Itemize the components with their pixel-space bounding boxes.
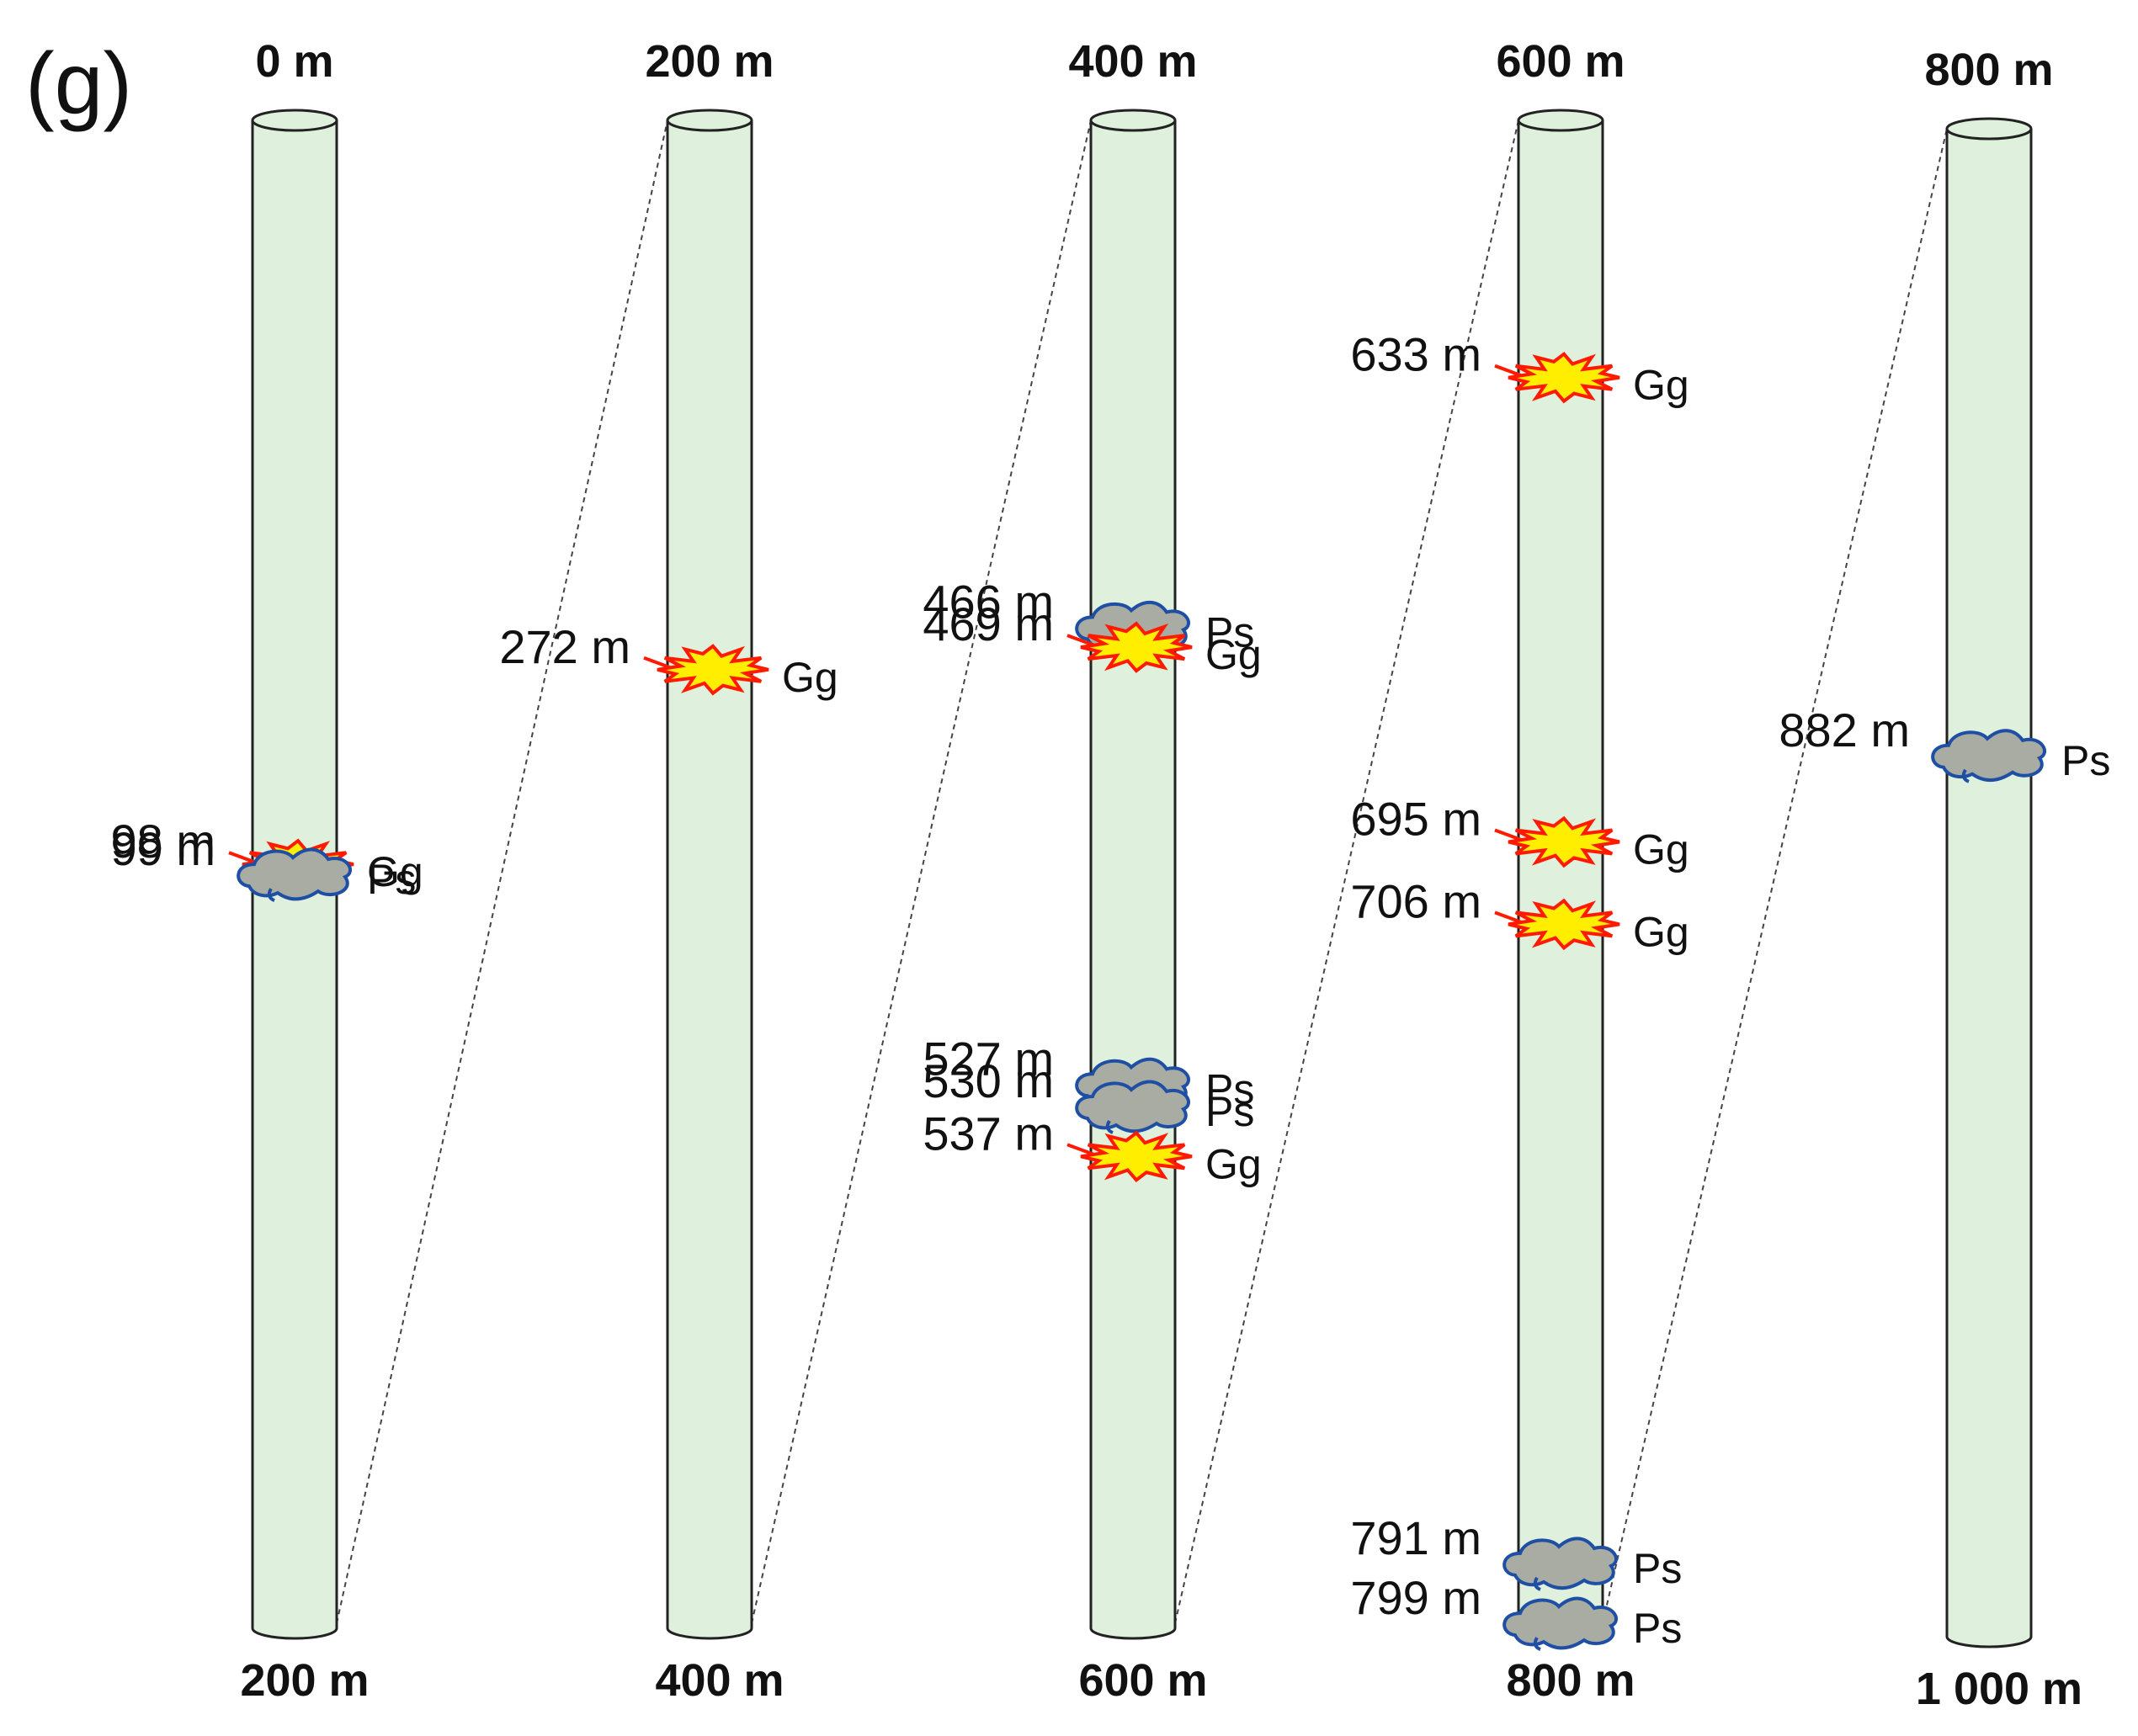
column-bottom-label: 600 m: [1078, 1655, 1207, 1706]
event-code-label: Gg: [1205, 631, 1262, 678]
ps-cloud-tail: [1961, 768, 1970, 783]
event-code-label: Ps: [2061, 737, 2110, 784]
column-top-label: 200 m: [645, 36, 774, 87]
event-code-label: Gg: [1633, 908, 1689, 955]
core-columns: 0 m 200 m 98 m Gg 99 m Ps 200 m 400 m 272 m Gg 400…: [111, 36, 2111, 1714]
event-code-label: Ps: [1205, 1065, 1254, 1112]
ps-cloud-icon: [1502, 1596, 1618, 1650]
event-depth-label: 537 m: [923, 1107, 1054, 1160]
column-outline: [1089, 120, 1177, 1640]
event-code-label: Ps: [1633, 1545, 1682, 1592]
core-column-4: 800 m 1 000 m 882 m Ps: [1779, 45, 2110, 1714]
ps-cloud-icon: [1075, 1080, 1190, 1133]
gg-burst-icon: [1508, 815, 1620, 868]
ps-cloud-icon: [1502, 1537, 1618, 1590]
event-depth-label: 695 m: [1350, 793, 1481, 846]
column-top-label: 0 m: [255, 36, 333, 87]
ps-cloud-tail: [267, 888, 275, 902]
gg-event: 469 m Gg: [923, 597, 1261, 678]
ps-cloud-icon: [237, 847, 352, 901]
gg-burst-icon: [1508, 898, 1620, 951]
event-depth-label: 799 m: [1350, 1571, 1481, 1624]
ps-cloud-tail: [1533, 1637, 1541, 1651]
ps-event: 530 m Ps: [923, 1054, 1254, 1135]
column-bottom-label: 400 m: [655, 1655, 784, 1706]
ps-event: 799 m Ps: [1350, 1571, 1682, 1652]
event-code-label: Ps: [1633, 1605, 1682, 1652]
event-code-label: Gg: [782, 654, 838, 701]
event-depth-label: 633 m: [1350, 328, 1481, 381]
column-top-cap: [1945, 117, 2033, 141]
event-depth-label: 98 m: [111, 815, 216, 868]
event-code-label: Ps: [1205, 608, 1254, 656]
column-top-cap: [251, 109, 338, 132]
ps-cloud-icon: [1931, 729, 2046, 783]
connector-line: [336, 119, 668, 1624]
column-outline: [666, 120, 753, 1640]
column-top-cap: [1517, 109, 1604, 132]
event-depth-label: 882 m: [1779, 703, 1910, 757]
gg-event: 537 m Gg: [923, 1107, 1261, 1187]
event-depth-label: 466 m: [923, 575, 1054, 628]
ps-event: 99 m Ps: [111, 822, 417, 903]
column-outline: [1517, 120, 1604, 1640]
connector-line: [1174, 119, 1519, 1624]
column-bottom-label: 1 000 m: [1916, 1664, 2082, 1714]
connector-line: [1602, 128, 1948, 1624]
event-code-label: Ps: [1205, 1088, 1254, 1135]
gg-event: 695 m Gg: [1350, 793, 1689, 873]
event-code-label: Gg: [1205, 1140, 1262, 1187]
column-top-label: 600 m: [1496, 36, 1625, 87]
column-top-label: 800 m: [1924, 45, 2053, 95]
gg-burst-icon: [1080, 621, 1193, 673]
ps-cloud-tail: [1533, 1576, 1541, 1591]
event-code-label: Gg: [1633, 362, 1689, 409]
panel-label: (g): [25, 35, 132, 133]
core-column-1: 200 m 400 m 272 m Gg: [499, 36, 838, 1706]
event-code-label: Gg: [1633, 826, 1689, 873]
event-depth-label: 469 m: [923, 597, 1054, 650]
event-depth-label: 99 m: [111, 822, 216, 875]
ps-event: 882 m Ps: [1779, 703, 2110, 784]
event-code-label: Gg: [367, 848, 423, 895]
event-depth-label: 272 m: [499, 620, 630, 673]
ps-cloud-tail: [1105, 1119, 1114, 1134]
event-code-label: Ps: [367, 856, 416, 903]
gg-burst-icon: [1508, 351, 1620, 404]
core-column-0: 0 m 200 m 98 m Gg 99 m Ps: [111, 36, 423, 1706]
gg-event: 633 m Gg: [1350, 328, 1689, 409]
column-connectors: [336, 119, 1948, 1624]
connector-line: [751, 119, 1092, 1624]
column-outline: [1945, 129, 2033, 1648]
gg-event: 706 m Gg: [1350, 874, 1689, 955]
column-top-label: 400 m: [1068, 36, 1197, 87]
column-bottom-label: 200 m: [240, 1655, 369, 1706]
column-top-cap: [1089, 109, 1177, 132]
event-depth-label: 527 m: [923, 1032, 1054, 1085]
gg-burst-icon: [1080, 1130, 1193, 1183]
column-top-cap: [666, 109, 753, 132]
event-depth-label: 706 m: [1350, 874, 1481, 927]
ps-event: 791 m Ps: [1350, 1511, 1682, 1592]
gg-burst-icon: [657, 644, 769, 696]
event-depth-label: 530 m: [923, 1054, 1054, 1107]
event-depth-label: 791 m: [1350, 1511, 1481, 1564]
gg-event: 272 m Gg: [499, 620, 838, 701]
column-bottom-label: 800 m: [1506, 1655, 1635, 1706]
